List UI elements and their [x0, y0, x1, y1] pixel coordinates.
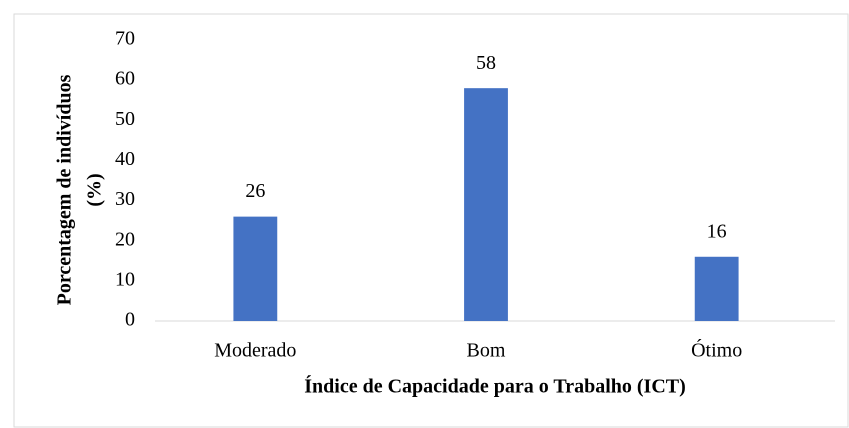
y-label-group: Porcentagem de indivíduos (%) — [54, 74, 106, 305]
bar — [233, 216, 278, 321]
x-axis-label: Índice de Capacidade para o Trabalho (IC… — [304, 375, 686, 398]
y-tick-label: 70 — [115, 28, 135, 50]
data-label: 16 — [707, 220, 727, 242]
data-label: 26 — [245, 180, 265, 202]
y-axis-label: (%) — [84, 173, 106, 206]
y-tick-label: 30 — [115, 188, 135, 210]
chart-border — [13, 13, 849, 428]
y-tick-label: 0 — [125, 309, 135, 331]
y-axis-label: Porcentagem de indivíduos — [54, 74, 76, 305]
data-label: 58 — [476, 52, 496, 74]
bar — [464, 88, 508, 322]
x-tick-label: Moderado — [214, 340, 296, 362]
x-tick-label: Ótimo — [691, 338, 742, 362]
x-tick-label: Bom — [467, 340, 506, 362]
y-tick-label: 50 — [115, 108, 135, 130]
y-tick-label: 10 — [115, 268, 135, 290]
bar — [694, 256, 739, 321]
y-tick-label: 20 — [115, 228, 135, 250]
y-tick-label: 40 — [115, 148, 135, 170]
y-tick-label: 60 — [115, 68, 135, 90]
